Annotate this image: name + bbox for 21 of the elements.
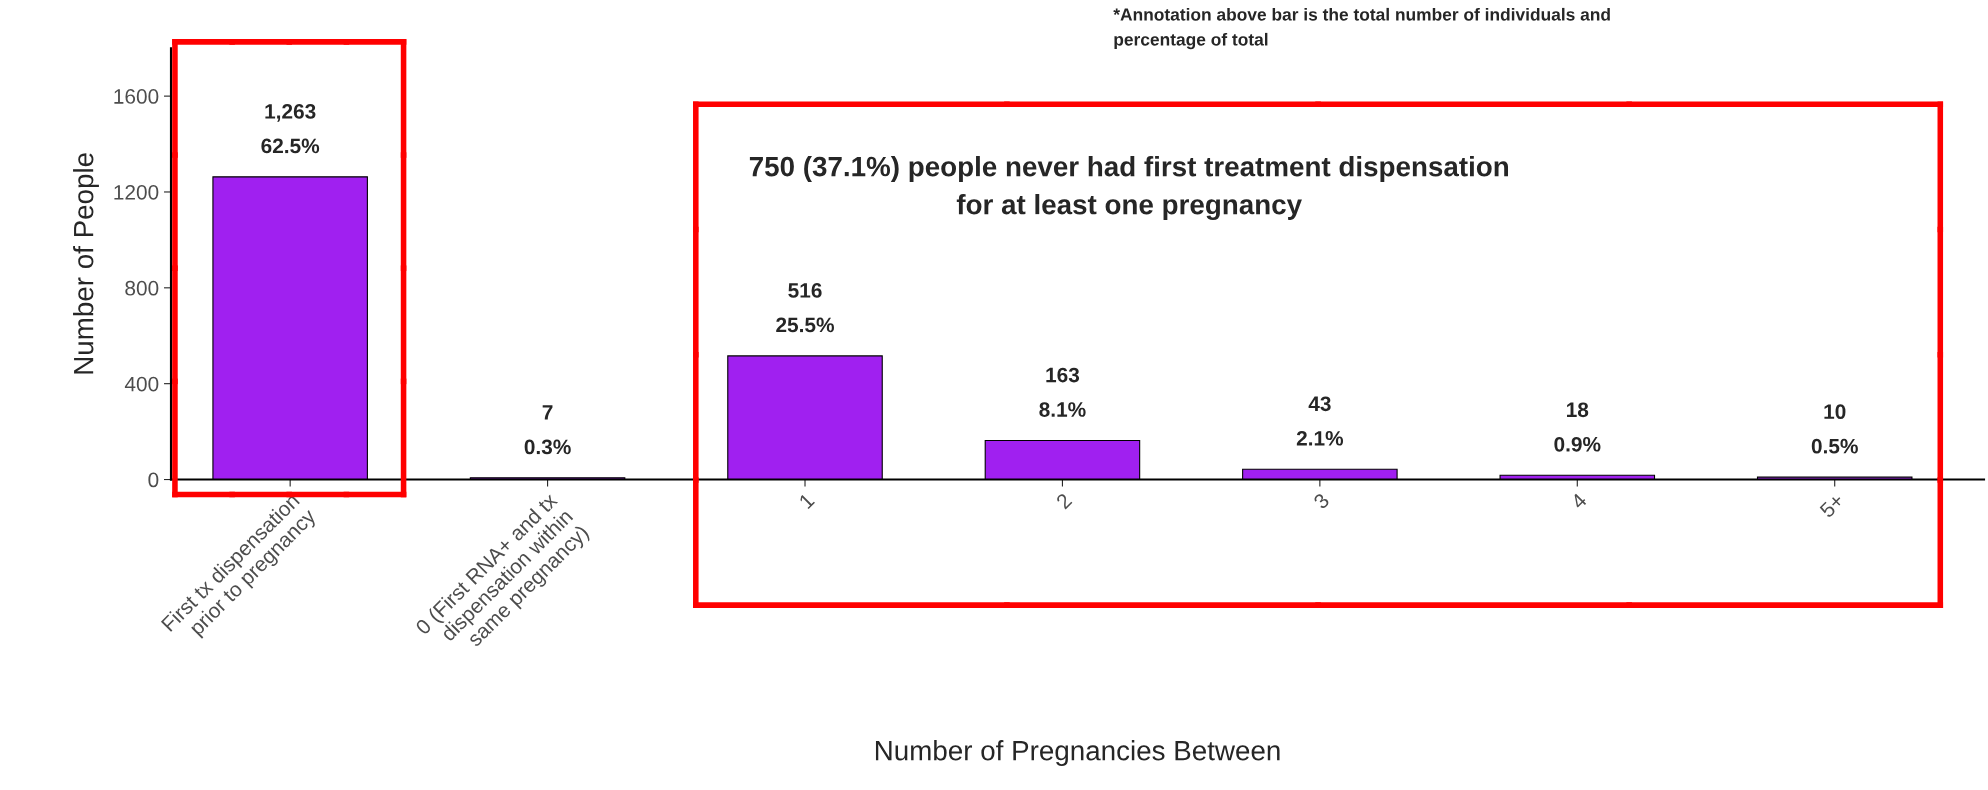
y-axis-title: Number of People bbox=[73, 153, 99, 374]
x-axis-title: Number of Pregnancies Between bbox=[875, 740, 1280, 766]
data-label: 163 8.1% bbox=[1039, 367, 1086, 417]
y-tick-label: 400 bbox=[124, 376, 159, 392]
data-label: 18 0.9% bbox=[1554, 402, 1601, 452]
y-tick-label: 800 bbox=[125, 280, 159, 296]
x-tick-label: 3 bbox=[1312, 492, 1331, 510]
data-label: 43 2.1% bbox=[1296, 396, 1344, 446]
x-tick-label: 5+ bbox=[1819, 492, 1845, 519]
x-tick-label: 1 bbox=[798, 492, 815, 510]
y-tick-label: 1600 bbox=[114, 89, 159, 104]
data-label: 10 0.5% bbox=[1811, 404, 1858, 454]
annotation: 750 (37.1%) people never had first treatment dispensation for at least one pregnancy bbox=[749, 156, 1509, 221]
data-label: 1,263 62.5% bbox=[261, 104, 320, 154]
data-label: 516 25.5% bbox=[776, 283, 834, 333]
data-label: 7 0.3% bbox=[524, 405, 571, 455]
x-tick-label: 2 bbox=[1055, 492, 1073, 510]
annotation: *Annotation above bar is the total number of individuals and percentage of total bbox=[1113, 7, 1610, 50]
y-tick-label: 0 bbox=[148, 472, 159, 488]
x-tick-label: 4 bbox=[1569, 492, 1588, 510]
y-tick-label: 1200 bbox=[114, 184, 159, 200]
